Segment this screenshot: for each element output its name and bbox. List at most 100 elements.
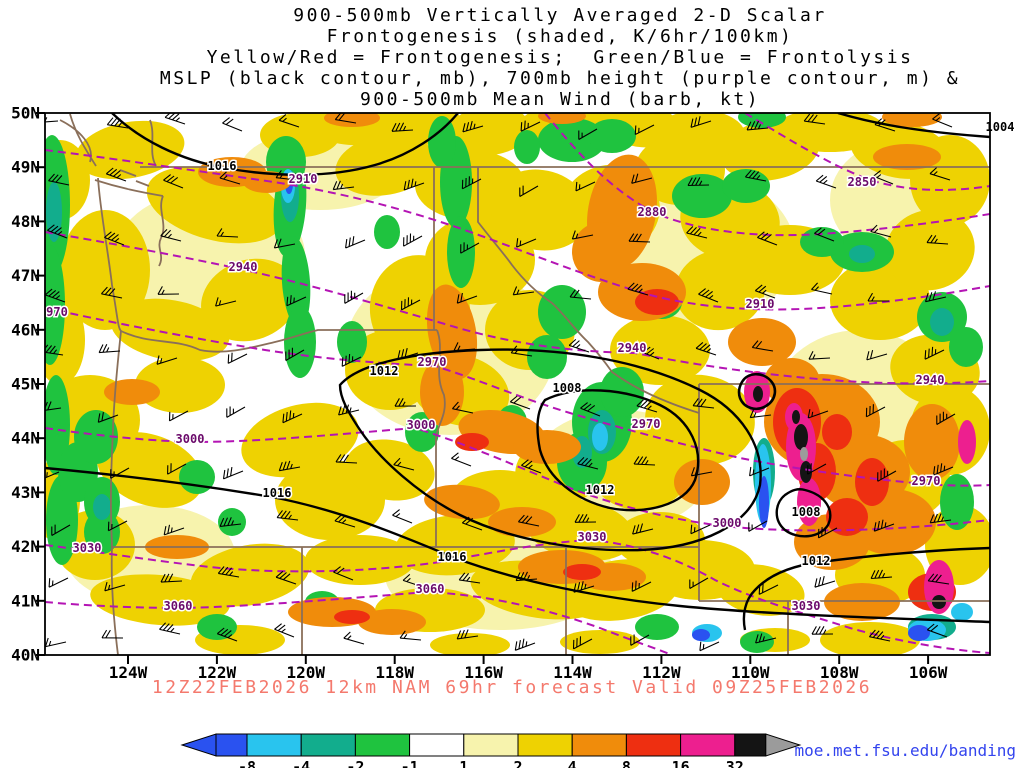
wind-barb xyxy=(631,580,652,592)
colorbar-left-arrow xyxy=(180,733,217,757)
shading-blob xyxy=(794,424,808,450)
shading-blob xyxy=(615,512,705,568)
height-contour-label: 2910 xyxy=(289,172,318,186)
wind-barb xyxy=(571,230,594,240)
wind-barb xyxy=(392,509,413,524)
wind-barb xyxy=(627,282,649,296)
shading-blob xyxy=(241,402,359,478)
height-contour-label: 2970 xyxy=(912,474,941,488)
wind-barb xyxy=(698,288,719,303)
wind-barb xyxy=(690,524,711,535)
shading-blob xyxy=(45,375,70,475)
lat-label: 42N xyxy=(11,537,40,556)
title-line-5: 900-500mb Mean Wind (barb, kt) xyxy=(359,89,761,110)
shading-blob xyxy=(904,404,960,480)
wind-barb xyxy=(754,284,776,299)
shading-blob xyxy=(538,285,586,339)
shading-blob xyxy=(958,420,976,464)
height-contour-2970 xyxy=(45,307,990,487)
wind-barb xyxy=(332,180,355,191)
wind-barb xyxy=(757,231,778,246)
height-contour-label: 2970 xyxy=(632,417,661,431)
shading-blob xyxy=(455,433,489,451)
shading-blob xyxy=(538,118,606,162)
height-contour-label: 3030 xyxy=(73,541,102,555)
mslp-contour-label: 1012 xyxy=(586,483,615,497)
height-contour-label: 2940 xyxy=(229,260,258,274)
wind-barb xyxy=(927,573,950,585)
colorbar-segment xyxy=(354,733,411,757)
wind-barb xyxy=(334,514,356,528)
shading-blob xyxy=(792,410,800,424)
wind-barb xyxy=(104,231,125,246)
wind-barb xyxy=(686,226,708,239)
wind-barb xyxy=(338,404,360,416)
shading-blob xyxy=(218,508,246,536)
mslp-contour-label: 1016 xyxy=(438,550,467,564)
wind-barb xyxy=(520,120,541,132)
wind-barb xyxy=(509,395,531,410)
wind-barb xyxy=(933,463,954,476)
longitude-axis: 124W 122W 120W 118W 116W 114W 112W 110W 108W 106W xyxy=(109,655,948,682)
wind-barb xyxy=(100,286,123,299)
shading-blob xyxy=(560,630,640,654)
shading-blob xyxy=(692,629,710,641)
wind-barb xyxy=(515,571,538,582)
wind-barb xyxy=(870,224,892,238)
wind-barb xyxy=(519,185,539,197)
wind-barb xyxy=(633,456,656,466)
shading-blob xyxy=(932,595,946,609)
shading-blob xyxy=(759,476,769,528)
wind-barb xyxy=(744,169,767,182)
wind-barb xyxy=(393,457,415,471)
colorbar-tick-label: 32 xyxy=(726,758,744,768)
wind-barb xyxy=(217,566,240,578)
wind-barb xyxy=(751,340,774,352)
shading-blob xyxy=(284,306,316,378)
wind-barb xyxy=(755,633,777,644)
shading-blob xyxy=(849,245,875,263)
colorbar-tick-label: 4 xyxy=(568,758,577,768)
wind-barb xyxy=(932,113,953,128)
wind-barb xyxy=(163,174,184,189)
wind-barb xyxy=(630,634,650,646)
shading-blob xyxy=(715,564,805,616)
wind-barb xyxy=(164,113,186,125)
lon-label: 122W xyxy=(198,663,237,682)
colorbar: -8 -4 -2 -1 1 2 4 8 16 32 xyxy=(180,733,802,768)
wind-barb xyxy=(569,289,592,300)
shading-blob xyxy=(800,447,808,461)
mslp-contour-label: 1008 xyxy=(553,381,582,395)
lat-label: 49N xyxy=(11,158,40,177)
wind-barb xyxy=(517,514,540,527)
shading-blob xyxy=(824,583,900,621)
wind-barb xyxy=(167,463,187,475)
lon-label: 114W xyxy=(553,663,592,682)
shading-blob xyxy=(908,625,930,641)
height-contour-label: 3060 xyxy=(416,582,445,596)
shading-blob xyxy=(572,222,632,282)
wind-barb xyxy=(278,113,300,128)
shading-blob xyxy=(940,474,974,530)
colorbar-tick-label: 1 xyxy=(459,758,468,768)
or-id-border xyxy=(435,329,446,547)
height-contour-label: 3000 xyxy=(407,418,436,432)
shading-blob xyxy=(395,514,515,576)
credit-link[interactable]: moe.met.fsu.edu/banding xyxy=(794,741,1016,760)
colorbar-tick-label: 2 xyxy=(513,758,522,768)
title-line-2: Frontogenesis (shaded, K/6hr/100km) xyxy=(326,26,794,47)
wind-barb xyxy=(222,467,244,480)
wind-barb xyxy=(510,345,533,357)
wind-barb xyxy=(400,297,421,311)
shading-blob xyxy=(800,227,844,257)
mslp-contour-1016-outer xyxy=(45,466,990,624)
wind-barb xyxy=(97,412,119,423)
shading-blob xyxy=(588,119,636,153)
mslp-contours xyxy=(45,113,990,631)
wind-barb xyxy=(749,466,770,477)
wind-barb xyxy=(219,171,241,185)
wind-barb xyxy=(926,623,948,638)
wind-barb xyxy=(107,520,128,532)
shading-blob xyxy=(930,308,954,336)
shading-blob xyxy=(949,327,983,367)
